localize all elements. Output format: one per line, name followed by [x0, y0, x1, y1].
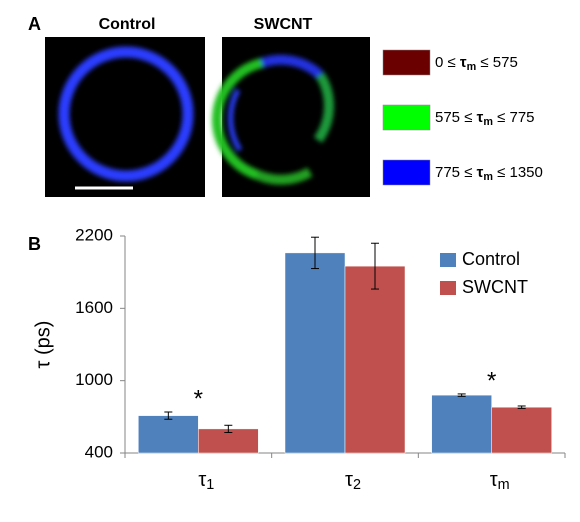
- y-tick-label: 400: [85, 442, 113, 461]
- bar: [138, 415, 199, 454]
- bar: [431, 394, 492, 454]
- legend-swatch: [440, 281, 456, 295]
- error-bar: [457, 393, 466, 397]
- y-tick-label: 1600: [75, 298, 113, 317]
- image-title: SWCNT: [254, 16, 313, 33]
- legend-label: SWCNT: [462, 277, 528, 297]
- image-legend: 0 ≤ τm ≤ 575 575 ≤ τm ≤ 775 775 ≤ τm ≤ 135…: [382, 49, 543, 186]
- legend-label: 575 ≤ τm ≤ 775: [435, 109, 535, 128]
- legend-swatch: [382, 104, 431, 131]
- x-tick-label: τm: [490, 469, 510, 493]
- significance-marker: *: [194, 385, 203, 412]
- panel-label: B: [28, 234, 41, 254]
- y-tick-label: 2200: [75, 225, 113, 244]
- legend-swatch: [382, 159, 431, 186]
- y-axis-label: τ (ps): [32, 321, 54, 369]
- bar: [491, 406, 552, 454]
- chart: Bτ (ps) 400 1000 1600 2200 τ1 τ2 τm * * Control SWC…: [28, 225, 566, 493]
- legend-label: Control: [462, 249, 520, 269]
- significance-marker: *: [487, 367, 496, 394]
- swcnt-image: [211, 37, 370, 197]
- error-bar: [224, 424, 233, 434]
- panel-label: A: [28, 14, 41, 34]
- image-title: Control: [99, 16, 156, 33]
- error-bar: [311, 236, 319, 270]
- error-bar: [164, 411, 173, 420]
- legend-swatch: [440, 253, 456, 267]
- x-tick-label: τ1: [198, 469, 214, 493]
- control-image: [45, 37, 205, 197]
- error-bar: [371, 242, 379, 290]
- legend-label: 775 ≤ τm ≤ 1350: [435, 164, 543, 183]
- y-tick-label: 1000: [75, 370, 113, 389]
- x-tick-label: τ2: [345, 469, 361, 493]
- bar: [344, 265, 406, 454]
- legend-swatch: [382, 49, 431, 76]
- bar: [284, 252, 346, 454]
- error-bar: [517, 405, 526, 409]
- legend-label: 0 ≤ τm ≤ 575: [435, 54, 518, 73]
